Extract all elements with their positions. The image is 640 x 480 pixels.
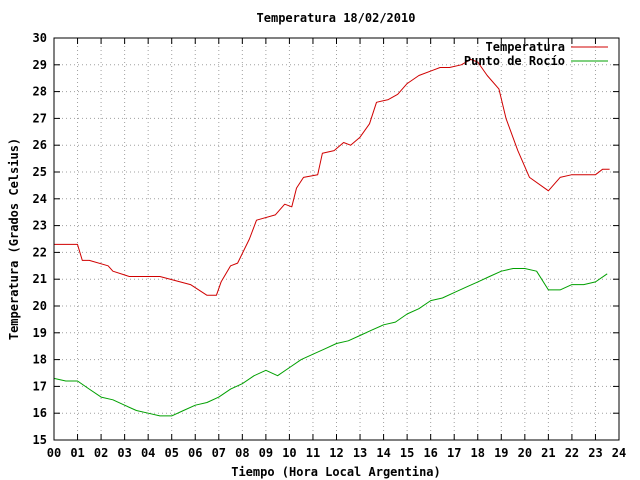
x-tick-label: 20 (518, 446, 532, 460)
x-tick-label: 03 (117, 446, 131, 460)
x-tick-label: 06 (188, 446, 202, 460)
x-tick-label: 17 (447, 446, 461, 460)
x-tick-label: 08 (235, 446, 249, 460)
x-tick-label: 05 (164, 446, 178, 460)
y-tick-label: 26 (33, 138, 47, 152)
y-tick-label: 21 (33, 272, 47, 286)
x-axis-label: Tiempo (Hora Local Argentina) (231, 465, 441, 479)
x-tick-label: 00 (47, 446, 61, 460)
x-tick-label: 12 (329, 446, 343, 460)
x-tick-label: 16 (423, 446, 437, 460)
x-tick-label: 18 (471, 446, 485, 460)
y-tick-label: 25 (33, 165, 47, 179)
legend-label-temperatura: Temperatura (486, 40, 565, 54)
x-tick-label: 24 (612, 446, 626, 460)
x-tick-label: 21 (541, 446, 555, 460)
x-tick-label: 11 (306, 446, 320, 460)
series-line-temperatura (54, 58, 610, 296)
y-tick-label: 24 (33, 192, 47, 206)
x-tick-label: 04 (141, 446, 155, 460)
tick-labels: 00 01 02 03 04 05 06 07 08 09 10 11 12 13 14 15 16 17 18 19… (33, 31, 627, 460)
x-tick-label: 13 (353, 446, 367, 460)
y-tick-label: 22 (33, 245, 47, 259)
y-tick-label: 23 (33, 219, 47, 233)
x-tick-label: 10 (282, 446, 296, 460)
legend-label-punto-de-rocio: Punto de Rocío (464, 54, 565, 68)
y-axis-label: Temperatura (Grados Celsius) (7, 138, 21, 340)
x-tick-label: 14 (376, 446, 390, 460)
series-layer (53, 58, 610, 417)
y-tick-label: 16 (33, 406, 47, 420)
x-tick-label: 02 (94, 446, 108, 460)
ticks (53, 37, 620, 441)
y-tick-label: 18 (33, 353, 47, 367)
y-tick-label: 27 (33, 111, 47, 125)
x-tick-label: 09 (259, 446, 273, 460)
y-tick-label: 15 (33, 433, 47, 447)
y-tick-label: 20 (33, 299, 47, 313)
y-tick-label: 30 (33, 31, 47, 45)
chart-title: Temperatura 18/02/2010 (257, 11, 416, 25)
x-tick-label: 07 (212, 446, 226, 460)
y-tick-label: 29 (33, 58, 47, 72)
y-tick-label: 17 (33, 379, 47, 393)
y-tick-label: 19 (33, 326, 47, 340)
series-line-punto-de-rocio (53, 268, 608, 417)
y-tick-label: 28 (33, 85, 47, 99)
x-tick-label: 15 (400, 446, 414, 460)
grid (54, 38, 619, 440)
x-tick-label: 19 (494, 446, 508, 460)
x-tick-label: 01 (70, 446, 84, 460)
x-tick-label: 22 (565, 446, 579, 460)
legend: Temperatura Punto de Rocío (464, 40, 608, 68)
x-tick-label: 23 (588, 446, 602, 460)
